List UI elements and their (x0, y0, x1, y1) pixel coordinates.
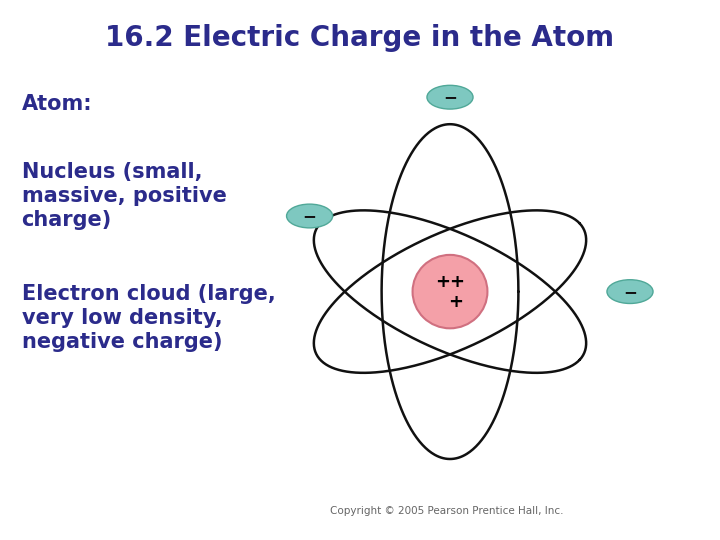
Text: ++: ++ (435, 273, 465, 291)
Ellipse shape (607, 280, 653, 303)
Text: Electron cloud (large,
very low density,
negative charge): Electron cloud (large, very low density,… (22, 284, 275, 352)
Text: Atom:: Atom: (22, 94, 92, 114)
Text: Copyright © 2005 Pearson Prentice Hall, Inc.: Copyright © 2005 Pearson Prentice Hall, … (330, 505, 563, 516)
Ellipse shape (287, 204, 333, 228)
Text: −: − (443, 88, 457, 106)
Ellipse shape (413, 255, 487, 328)
Text: −: − (623, 282, 637, 301)
Text: 16.2 Electric Charge in the Atom: 16.2 Electric Charge in the Atom (105, 24, 615, 52)
Ellipse shape (427, 85, 473, 109)
Text: Nucleus (small,
massive, positive
charge): Nucleus (small, massive, positive charge… (22, 162, 227, 230)
Text: +: + (449, 293, 463, 312)
Text: −: − (302, 207, 317, 225)
